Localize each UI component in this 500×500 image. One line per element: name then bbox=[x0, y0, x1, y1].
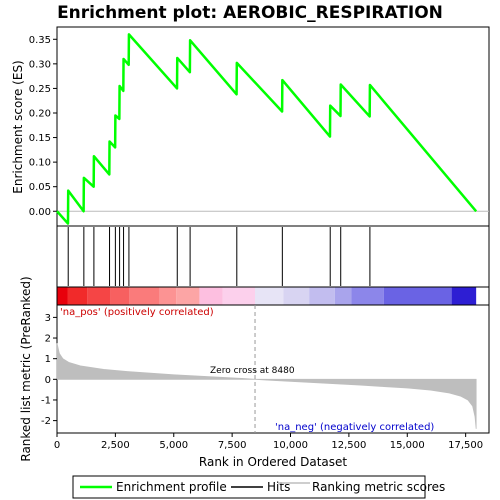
es-tick-label: 0.30 bbox=[29, 59, 51, 70]
color-bar-segment bbox=[129, 287, 160, 305]
metric-tick-label: -1 bbox=[41, 395, 51, 406]
zero-cross-annotation: Zero cross at 8480 bbox=[210, 366, 295, 376]
color-bar-segment bbox=[159, 287, 177, 305]
es-tick-label: 0.15 bbox=[29, 133, 51, 144]
x-tick-label: 15,000 bbox=[390, 440, 425, 451]
color-bar-segment bbox=[383, 287, 452, 305]
color-bar-segment bbox=[255, 287, 284, 305]
legend-label-hits: Hits bbox=[267, 480, 290, 494]
x-axis-ticks: 0 2,500 5,000 7,500 10,000 12,500 15,000 17,500 bbox=[54, 433, 483, 451]
enrichment-profile-path bbox=[56, 33, 478, 225]
metric-tick-label: -2 bbox=[41, 416, 51, 427]
ranking-metric-area bbox=[56, 343, 477, 429]
color-bar-segment bbox=[334, 287, 352, 305]
es-tick-label: 0.00 bbox=[29, 207, 51, 218]
color-bar-segment bbox=[110, 287, 130, 305]
color-bar-segment bbox=[451, 287, 477, 305]
x-tick-label: 10,000 bbox=[273, 440, 308, 451]
hit-marks bbox=[67, 227, 371, 286]
metric-tick-label: 1 bbox=[45, 354, 51, 365]
metric-panel-frame bbox=[56, 304, 490, 434]
ranking-metric-fill bbox=[56, 343, 477, 429]
color-bar-segment bbox=[57, 287, 68, 305]
ranking-color-bar bbox=[57, 287, 477, 305]
na-neg-annotation: 'na_neg' (negatively correlated) bbox=[275, 422, 434, 433]
chart-title: Enrichment plot: AEROBIC_RESPIRATION bbox=[57, 3, 443, 23]
enrichment-profile-line bbox=[56, 33, 478, 225]
es-axis-ticks: 0.00 0.05 0.10 0.15 0.20 0.25 0.30 0.35 bbox=[29, 35, 57, 218]
color-bar-segment bbox=[199, 287, 223, 305]
color-bar-segment bbox=[309, 287, 335, 305]
color-bar-segment bbox=[87, 287, 111, 305]
es-panel-frame bbox=[56, 26, 490, 227]
es-axis-label: Enrichment score (ES) bbox=[11, 60, 25, 193]
es-tick-label: 0.05 bbox=[29, 182, 51, 193]
legend-label-profile: Enrichment profile bbox=[116, 480, 227, 494]
metric-axis-ticks: 3 2 1 0 -1 -2 bbox=[41, 313, 57, 427]
color-bar-segment bbox=[351, 287, 384, 305]
x-tick-label: 12,500 bbox=[331, 440, 366, 451]
es-tick-label: 0.35 bbox=[29, 35, 51, 46]
color-bar-segment bbox=[283, 287, 310, 305]
es-tick-label: 0.25 bbox=[29, 84, 51, 95]
na-pos-annotation: 'na_pos' (positively correlated) bbox=[60, 307, 214, 318]
metric-tick-label: 3 bbox=[45, 313, 51, 324]
metric-tick-label: 0 bbox=[45, 375, 51, 386]
es-tick-label: 0.10 bbox=[29, 158, 51, 169]
x-tick-label: 5,000 bbox=[159, 440, 188, 451]
x-tick-label: 0 bbox=[54, 440, 60, 451]
x-axis-label: Rank in Ordered Dataset bbox=[199, 455, 347, 469]
x-tick-label: 17,500 bbox=[448, 440, 483, 451]
legend-label-metric: Ranking metric scores bbox=[312, 480, 445, 494]
color-bar-segment bbox=[222, 287, 256, 305]
color-bar-segment bbox=[176, 287, 200, 305]
x-tick-label: 2,500 bbox=[101, 440, 130, 451]
x-tick-label: 7,500 bbox=[218, 440, 247, 451]
color-bar-segment bbox=[67, 287, 88, 305]
metric-axis-label: Ranked list metric (PreRanked) bbox=[19, 276, 33, 461]
metric-tick-label: 2 bbox=[45, 334, 51, 345]
es-tick-label: 0.20 bbox=[29, 108, 51, 119]
hits-panel-frame bbox=[56, 225, 490, 288]
